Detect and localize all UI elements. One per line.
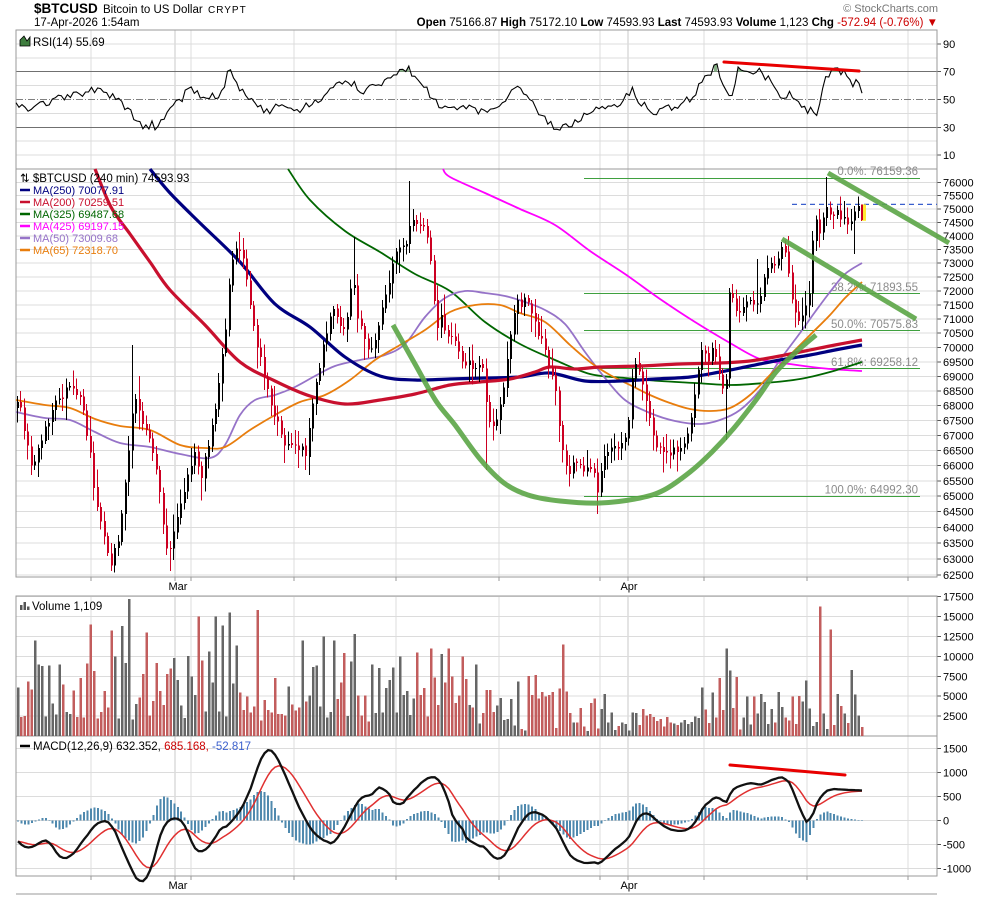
svg-text:Mar: Mar <box>169 880 188 892</box>
svg-text:100.0%: 64992.30: 100.0%: 64992.30 <box>825 484 918 496</box>
svg-text:$BTCUSD: $BTCUSD <box>34 1 98 16</box>
svg-text:MA(200) 70259.51: MA(200) 70259.51 <box>33 197 124 209</box>
svg-text:0: 0 <box>943 816 949 828</box>
svg-text:10: 10 <box>943 150 955 162</box>
svg-text:64500: 64500 <box>943 507 974 519</box>
svg-text:68500: 68500 <box>943 386 974 398</box>
svg-text:12500: 12500 <box>943 632 974 644</box>
svg-text:75500: 75500 <box>943 191 974 203</box>
svg-text:73500: 73500 <box>943 245 974 257</box>
svg-text:© StockCharts.com: © StockCharts.com <box>843 3 938 15</box>
svg-text:65000: 65000 <box>943 491 974 503</box>
svg-text:69500: 69500 <box>943 357 974 369</box>
svg-text:76000: 76000 <box>943 177 974 189</box>
svg-text:0.0%: 76159.36: 0.0%: 76159.36 <box>837 166 918 178</box>
svg-text:63500: 63500 <box>943 538 974 550</box>
svg-text:MACD(12,26,9) 632.352, 685.168: MACD(12,26,9) 632.352, 685.168, -52.817 <box>33 741 251 753</box>
svg-text:1000: 1000 <box>943 768 967 780</box>
svg-text:73000: 73000 <box>943 258 974 270</box>
svg-text:71500: 71500 <box>943 300 974 312</box>
svg-text:MA(50) 73009.68: MA(50) 73009.68 <box>33 233 118 245</box>
svg-text:70: 70 <box>943 67 955 79</box>
svg-text:-500: -500 <box>943 840 965 852</box>
svg-text:72500: 72500 <box>943 272 974 284</box>
svg-text:-1000: -1000 <box>943 864 971 876</box>
svg-text:66000: 66000 <box>943 461 974 473</box>
svg-text:500: 500 <box>943 792 961 804</box>
svg-text:70000: 70000 <box>943 342 974 354</box>
svg-text:2500: 2500 <box>943 711 967 723</box>
svg-text:Open 75166.87 High 75172.10 Lo: Open 75166.87 High 75172.10 Low 74593.93… <box>417 17 938 29</box>
svg-text:10000: 10000 <box>943 651 974 663</box>
svg-text:MA(425) 69197.15: MA(425) 69197.15 <box>33 221 124 233</box>
svg-text:MA(325) 69487.68: MA(325) 69487.68 <box>33 209 124 221</box>
svg-text:68000: 68000 <box>943 401 974 413</box>
svg-text:7500: 7500 <box>943 671 967 683</box>
svg-text:90: 90 <box>943 39 955 51</box>
svg-text:66500: 66500 <box>943 445 974 457</box>
svg-text:Mar: Mar <box>169 581 188 593</box>
svg-text:62500: 62500 <box>943 570 974 582</box>
svg-text:1500: 1500 <box>943 744 967 756</box>
svg-text:17500: 17500 <box>943 592 974 604</box>
svg-text:Apr: Apr <box>620 880 637 892</box>
svg-text:71000: 71000 <box>943 314 974 326</box>
svg-text:69000: 69000 <box>943 371 974 383</box>
svg-text:RSI(14) 55.69: RSI(14) 55.69 <box>33 37 105 49</box>
svg-text:30: 30 <box>943 122 955 134</box>
svg-text:50: 50 <box>943 95 955 107</box>
svg-text:5000: 5000 <box>943 691 967 703</box>
svg-text:72000: 72000 <box>943 286 974 298</box>
svg-text:64000: 64000 <box>943 522 974 534</box>
svg-text:Bitcoin to US Dollar: Bitcoin to US Dollar <box>103 4 203 16</box>
svg-text:67000: 67000 <box>943 430 974 442</box>
svg-text:MA(250) 70077.91: MA(250) 70077.91 <box>33 185 124 197</box>
svg-text:74500: 74500 <box>943 217 974 229</box>
svg-text:Apr: Apr <box>620 581 637 593</box>
svg-text:65500: 65500 <box>943 476 974 488</box>
svg-text:Volume 1,109: Volume 1,109 <box>32 601 102 613</box>
svg-text:17-Apr-2026 1:54am: 17-Apr-2026 1:54am <box>34 17 139 29</box>
svg-text:15000: 15000 <box>943 612 974 624</box>
svg-text:70500: 70500 <box>943 328 974 340</box>
svg-text:CRYPT: CRYPT <box>208 5 247 16</box>
svg-text:⇅ $BTCUSD (240 min) 74593.93: ⇅ $BTCUSD (240 min) 74593.93 <box>20 173 189 185</box>
svg-text:74000: 74000 <box>943 231 974 243</box>
svg-text:50.0%: 70575.83: 50.0%: 70575.83 <box>831 319 918 331</box>
svg-text:MA(65) 72318.70: MA(65) 72318.70 <box>33 245 118 257</box>
svg-text:67500: 67500 <box>943 415 974 427</box>
svg-text:75000: 75000 <box>943 204 974 216</box>
svg-text:63000: 63000 <box>943 554 974 566</box>
